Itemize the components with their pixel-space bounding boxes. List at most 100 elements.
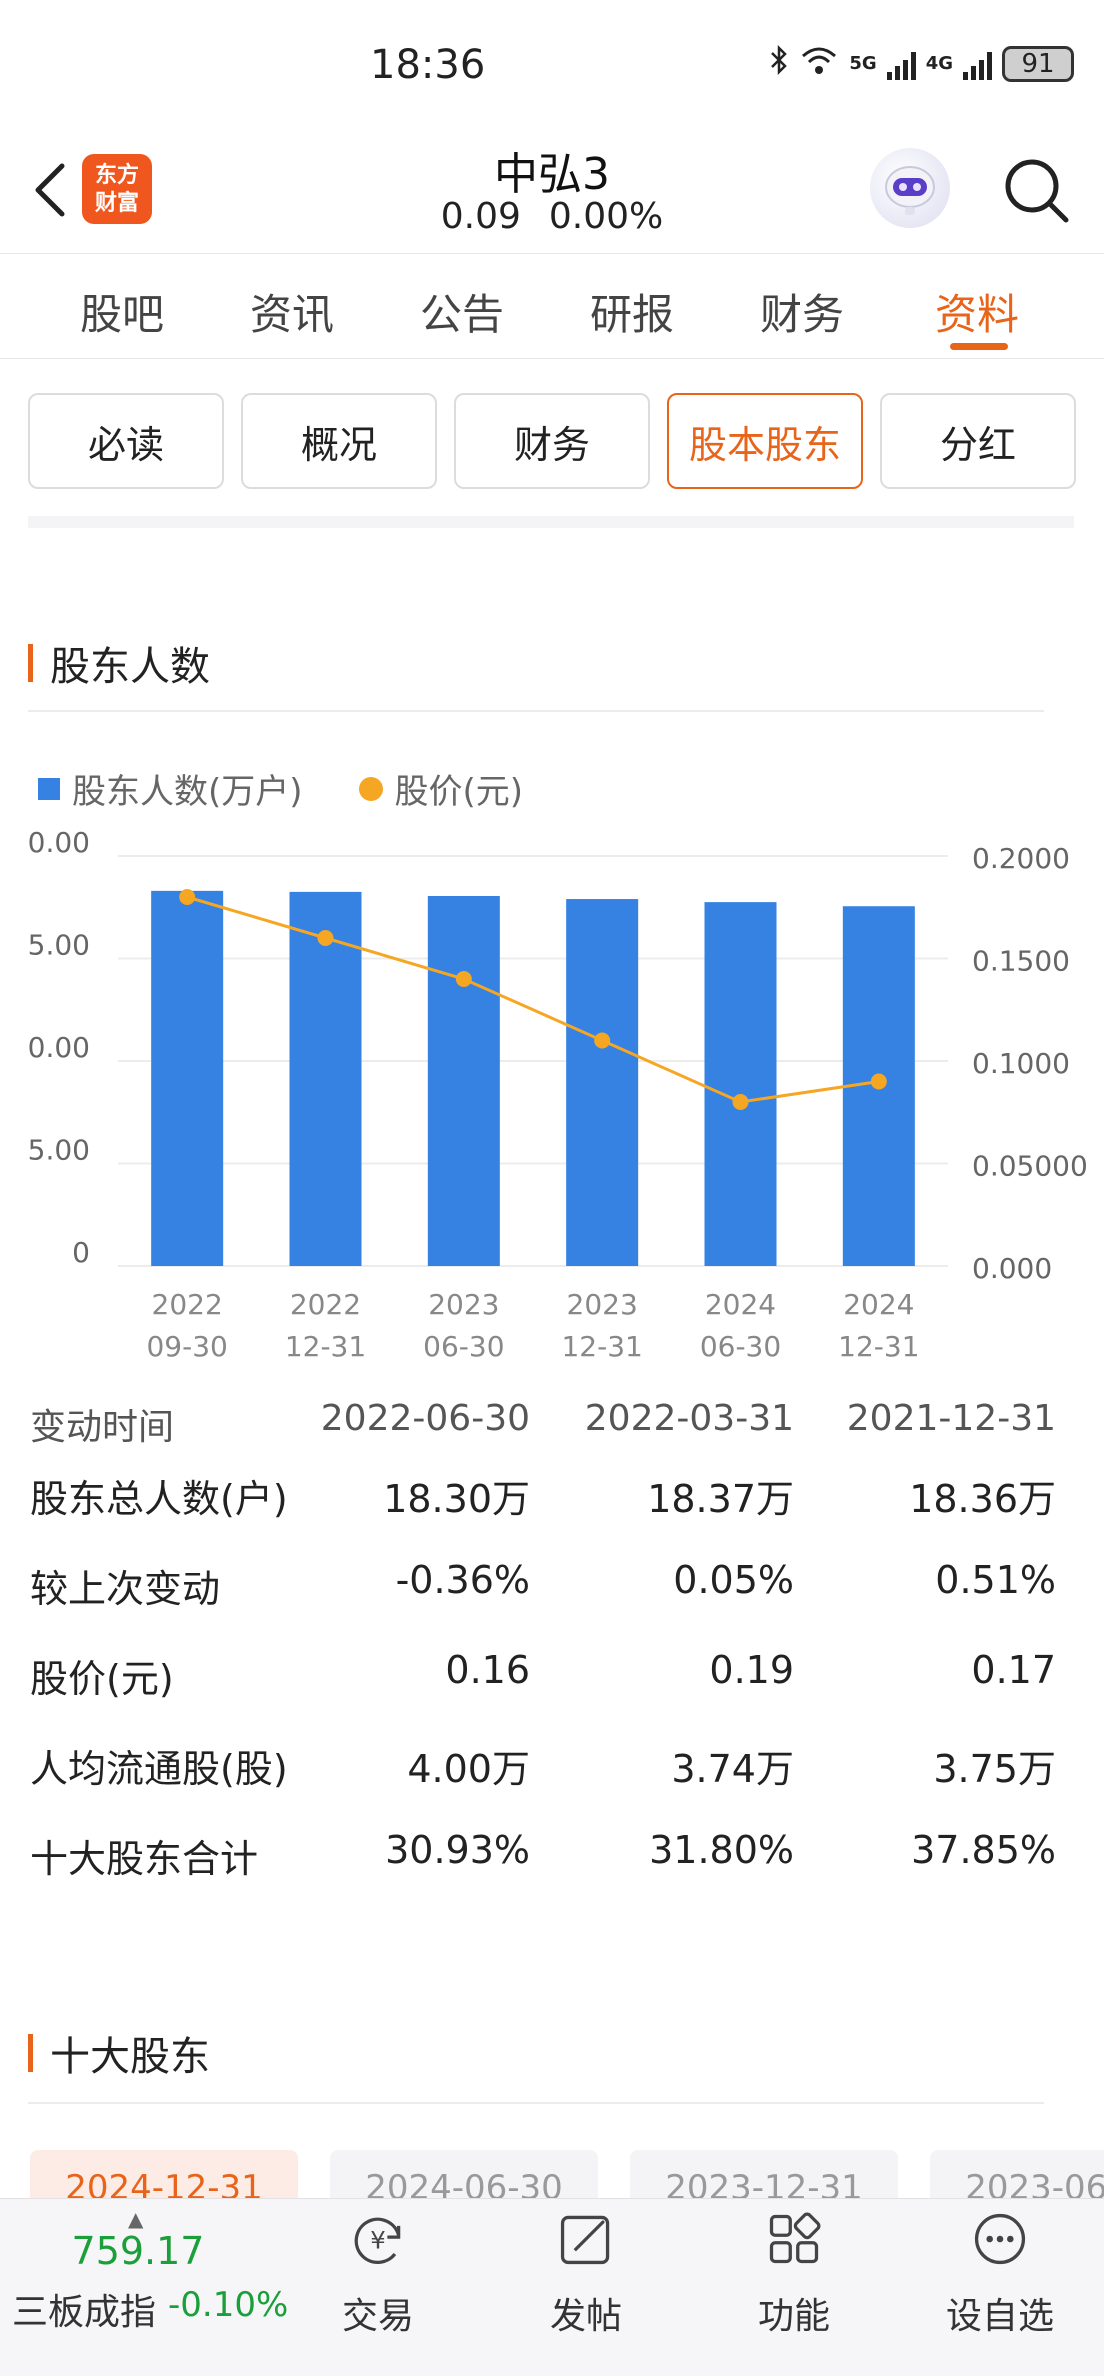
row-value: 4.00万 [407,1747,530,1791]
table-header-row: 变动时间 2022-06-30 2022-03-31 2021-12-31 [0,1398,1104,1458]
price-point [870,1073,887,1090]
battery-level: 91 [1021,48,1055,79]
subtab-finance[interactable]: 财务 [454,393,650,489]
row-value: 0.19 [709,1648,794,1692]
stock-change-pct: 0.00% [548,196,664,237]
nav-watchlist[interactable]: 设自选 [910,2199,1090,2376]
left-axis-tick: 0.00 [28,1031,90,1064]
network-5g-label: 5G [849,53,877,74]
row-value: -0.36% [395,1558,530,1602]
price-point [317,930,334,946]
logo-line2: 财富 [94,191,139,216]
row-value: 0.51% [935,1558,1056,1602]
row-label: 较上次变动 [30,1567,221,1611]
tab-news[interactable]: 资讯 [250,290,335,339]
right-axis-tick: 0.1500 [972,945,1070,978]
x-axis-tick-year: 2024 [705,1288,776,1321]
legend-line-swatch [358,776,383,801]
row-value: 30.93% [385,1828,530,1872]
x-axis-tick-date: 06-30 [423,1330,504,1363]
tab-guba[interactable]: 股吧 [80,290,165,339]
section-divider [28,516,1074,528]
x-axis-tick-date: 12-31 [838,1330,919,1363]
status-bar: 18:36 5G 4G 91 [0,0,1104,130]
row-value: 18.37万 [647,1477,794,1521]
subtab-must-read[interactable]: 必读 [28,393,224,489]
main-tabs: 股吧 资讯 公告 研报 财务 资料 [0,255,1104,359]
section-rule [28,710,1044,712]
section-title-top10: 十大股东 [28,2024,210,2082]
price-point [732,1094,749,1110]
shareholders-chart: 0.00 0.2000 5.00 0.1500 0.00 0.1000 5.00 0.0500… [28,826,1088,1363]
tab-profile[interactable]: 资料 [935,290,1020,339]
x-axis-tick-year: 2022 [290,1288,361,1321]
table-row-price: 股价(元) 0.16 0.19 0.17 [0,1648,1104,1708]
right-axis-tick: 0.2000 [972,842,1070,875]
row-value: 3.75万 [933,1747,1056,1791]
chart-bar [427,895,500,1266]
nav-label: 发帖 [549,2296,622,2337]
right-axis-tick: 0.1000 [972,1047,1070,1080]
chart-bar [151,890,224,1266]
legend-line-label: 股价(元) [394,772,524,812]
robot-assistant-icon[interactable] [870,148,950,228]
table-row-top10-total: 十大股东合计 30.93% 31.80% 37.85% [0,1828,1104,1888]
tab-announcements[interactable]: 公告 [420,290,505,339]
active-tab-indicator [950,343,1008,350]
stock-quote: 0.09 0.00% [0,196,1104,237]
chart-bar [566,899,639,1266]
x-axis-tick-year: 2023 [567,1288,638,1321]
tab-research[interactable]: 研报 [590,290,675,339]
x-axis-tick-date: 06-30 [700,1330,781,1363]
subtab-dividends[interactable]: 分红 [880,393,1076,489]
eastmoney-logo[interactable]: 东方 财富 [82,154,152,224]
subtab-shares-holders[interactable]: 股本股东 [667,393,863,489]
back-button[interactable] [20,150,80,230]
nav-trade[interactable]: ¥ 交易 [288,2199,468,2376]
table-row-change: 较上次变动 -0.36% 0.05% 0.51% [0,1558,1104,1618]
row-value: 0.16 [445,1648,530,1692]
stock-price: 0.09 [440,196,521,237]
date-chip[interactable]: 2023-06-30 [930,2150,1104,2200]
left-axis-tick: 5.00 [28,929,90,962]
search-button[interactable] [996,150,1076,230]
x-axis-tick-year: 2022 [152,1288,223,1321]
x-axis-tick-date: 09-30 [146,1330,227,1363]
search-icon [1005,159,1069,223]
nav-functions[interactable]: 功能 [704,2199,884,2376]
tab-finance[interactable]: 财务 [760,290,845,339]
stock-header: 东方 财富 中弘3 0.09 0.00% [0,130,1104,254]
bottom-nav: ▲ 759.17 三板成指 -0.10% ¥ 交易 发帖 功能 设自选 [0,2198,1104,2376]
more-circle-icon [970,2209,1030,2269]
bluetooth-icon [769,44,789,83]
table-row-total-holders: 股东总人数(户) 18.30万 18.37万 18.36万 [0,1468,1104,1528]
index-value: 759.17 [71,2229,205,2273]
x-axis-tick-year: 2024 [843,1288,914,1321]
row-label: 人均流通股(股) [30,1747,288,1791]
nav-post[interactable]: 发帖 [496,2199,676,2376]
row-value: 37.85% [911,1828,1056,1872]
trade-icon: ¥ [348,2209,408,2269]
x-axis-tick-year: 2023 [428,1288,499,1321]
legend-bar-label: 股东人数(万户) [72,772,303,812]
chart-bar [289,891,362,1266]
row-value: 0.05% [673,1558,794,1602]
table-row-per-capita: 人均流通股(股) 4.00万 3.74万 3.75万 [0,1738,1104,1798]
signal-5g-icon [886,48,916,80]
date-chip[interactable]: 2024-12-31 [30,2150,298,2200]
nav-label: 设自选 [945,2296,1054,2337]
right-axis-tick: 0.05000 [972,1150,1088,1183]
chart-legend: 股东人数(万户) 股价(元) [38,764,523,813]
row-label: 股价(元) [30,1657,174,1701]
x-axis-tick-date: 12-31 [561,1330,642,1363]
index-change: -0.10% [168,2285,289,2325]
caret-up-icon: ▲ [128,2207,144,2231]
nav-label: 交易 [341,2296,414,2337]
subtab-overview[interactable]: 概况 [241,393,437,489]
status-icons: 5G 4G 91 [769,44,1074,83]
date-chip[interactable]: 2024-06-30 [330,2150,598,2200]
row-value: 31.80% [649,1828,794,1872]
section-rule [28,2102,1044,2104]
legend-bar-swatch [38,777,60,800]
date-chip[interactable]: 2023-12-31 [630,2150,898,2200]
